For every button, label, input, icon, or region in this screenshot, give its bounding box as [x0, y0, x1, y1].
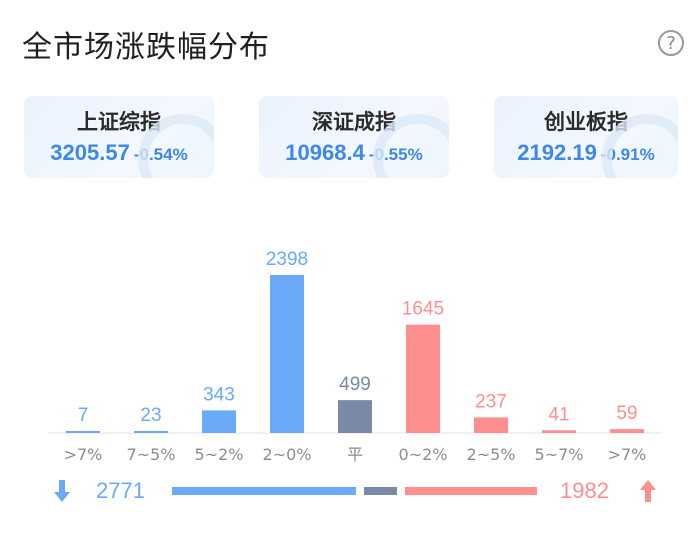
category-label: 5~7%	[535, 445, 584, 464]
index-card-shanghai[interactable]: 上证综指 3205.57 -0.54%	[24, 96, 214, 178]
index-card-chinext[interactable]: 创业板指 2192.19 -0.91%	[494, 96, 678, 178]
index-change: -0.55%	[368, 145, 423, 164]
category-label: 平	[347, 445, 363, 464]
bar-4[interactable]	[338, 400, 372, 433]
category-label: 2~5%	[467, 445, 516, 464]
bar-0[interactable]	[66, 431, 100, 433]
bar-3[interactable]	[270, 275, 304, 433]
bar-6[interactable]	[474, 417, 508, 433]
index-card-shenzhen[interactable]: 深证成指 10968.4 -0.55%	[259, 96, 449, 178]
arrow-down-icon	[54, 480, 70, 502]
data-label: 499	[339, 374, 371, 395]
data-label: 59	[616, 403, 637, 424]
bar-7[interactable]	[542, 430, 576, 433]
category-label: >7%	[608, 445, 647, 464]
data-label: 41	[548, 404, 569, 425]
index-name: 深证成指	[312, 110, 396, 134]
arrow-up-icon	[640, 480, 656, 502]
category-label: >7%	[64, 445, 103, 464]
down-ratio-bar	[172, 487, 357, 495]
index-quote: 3205.57 -0.54%	[24, 140, 214, 166]
page-title: 全市场涨跌幅分布	[22, 30, 270, 65]
index-change: -0.91%	[600, 145, 655, 164]
data-label: 237	[475, 391, 507, 412]
down-count: 2771	[96, 478, 145, 503]
category-label: 2~0%	[263, 445, 312, 464]
index-change: -0.54%	[133, 145, 188, 164]
data-label: 1645	[402, 299, 444, 320]
index-quote: 10968.4 -0.55%	[259, 140, 449, 166]
category-label: 0~2%	[399, 445, 448, 464]
index-name: 创业板指	[544, 110, 628, 134]
bar-1[interactable]	[134, 431, 168, 433]
category-label: 7~5%	[127, 445, 176, 464]
index-name: 上证综指	[77, 110, 161, 134]
data-label: 343	[203, 384, 235, 405]
index-value: 10968.4	[285, 140, 365, 165]
up-ratio-bar	[405, 487, 537, 495]
bar-8[interactable]	[610, 429, 644, 433]
data-label: 2398	[266, 249, 308, 270]
data-label: 7	[78, 405, 89, 426]
up-count: 1982	[560, 478, 609, 503]
index-value: 3205.57	[50, 140, 130, 165]
question-circle-icon[interactable]: ?	[658, 30, 684, 56]
bar-5[interactable]	[406, 324, 440, 433]
flat-ratio-bar	[364, 487, 398, 495]
index-quote: 2192.19 -0.91%	[494, 140, 678, 166]
bar-2[interactable]	[202, 410, 236, 433]
data-label: 23	[140, 405, 161, 426]
distribution-chart: 7 >7% 23 7~5% 343 5~2% 2398 2~0% 499 平 1645 0~2% 237…	[48, 249, 660, 464]
category-label: 5~2%	[195, 445, 244, 464]
index-value: 2192.19	[517, 140, 597, 165]
